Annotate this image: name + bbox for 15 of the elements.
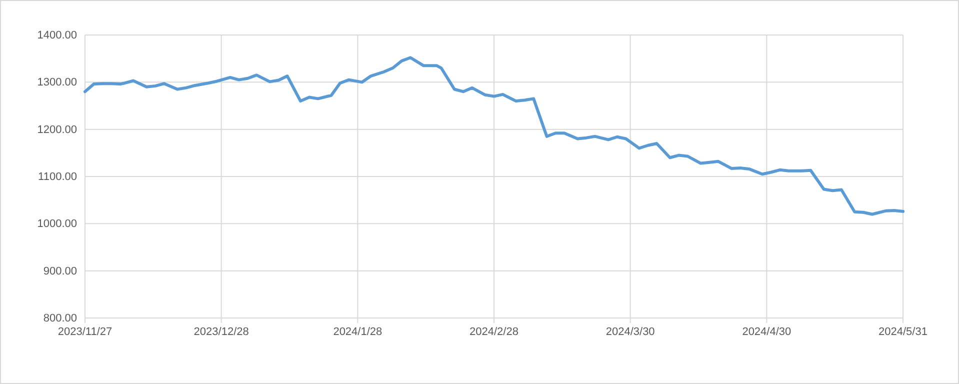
x-tick-label: 2024/3/30	[606, 326, 655, 338]
x-tick-label: 2024/2/28	[470, 326, 518, 338]
y-tick-label: 1300.00	[37, 76, 77, 89]
y-tick-label: 900.00	[43, 265, 77, 278]
y-tick-label: 1100.00	[38, 171, 77, 184]
y-tick-label: 1200.00	[37, 124, 77, 136]
x-tick-label: 2023/12/28	[194, 326, 249, 338]
line-series	[84, 56, 904, 216]
x-tick-label: 2024/5/31	[878, 326, 928, 338]
x-tick-label: 2023/11/27	[58, 326, 112, 338]
y-tick-label: 1000.00	[37, 218, 77, 230]
y-tick-label: 800.00	[43, 312, 77, 325]
y-tick-label: 1400.00	[37, 30, 77, 42]
x-tick-label: 2024/4/30	[742, 326, 792, 338]
x-tick-label: 2024/1/28	[333, 326, 382, 338]
